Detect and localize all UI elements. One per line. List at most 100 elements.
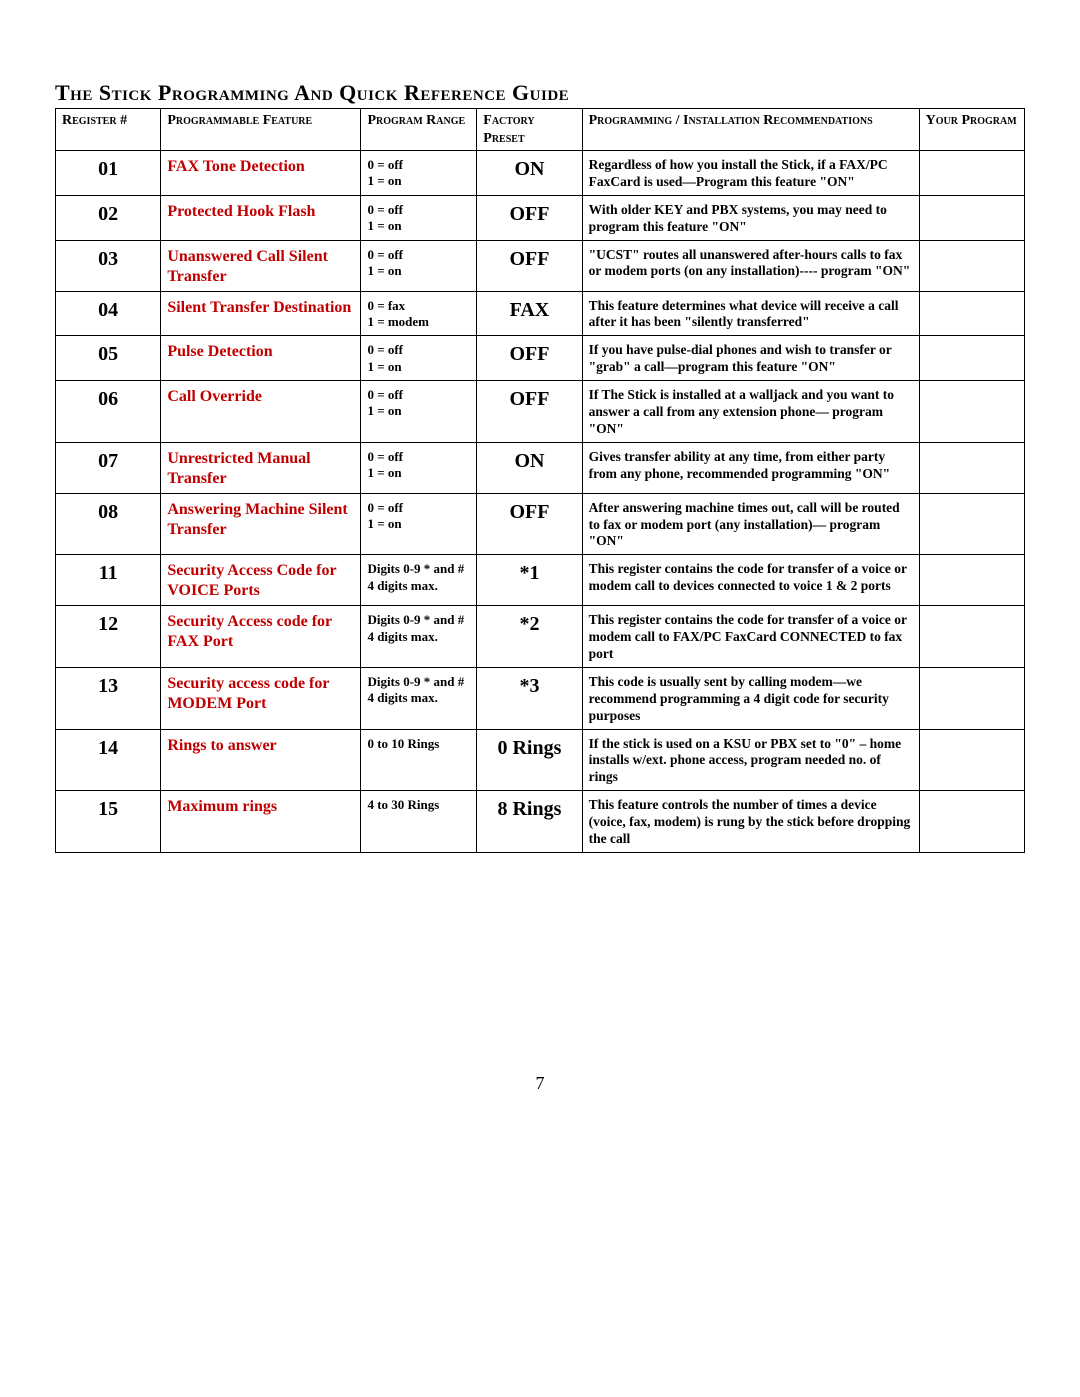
cell-register: 15 bbox=[56, 791, 161, 853]
table-row: 11Security Access Code for VOICE PortsDi… bbox=[56, 555, 1025, 606]
cell-preset: *1 bbox=[477, 555, 582, 606]
cell-preset: ON bbox=[477, 442, 582, 493]
cell-recommend: This register contains the code for tran… bbox=[582, 555, 919, 606]
cell-preset: OFF bbox=[477, 493, 582, 555]
col-range: Program Range bbox=[361, 109, 477, 151]
table-row: 07Unrestricted Manual Transfer0 = off1 =… bbox=[56, 442, 1025, 493]
cell-range: Digits 0-9 * and #4 digits max. bbox=[361, 667, 477, 729]
cell-feature: Pulse Detection bbox=[161, 336, 361, 381]
cell-feature: Unanswered Call Silent Transfer bbox=[161, 240, 361, 291]
table-row: 06Call Override0 = off1 = onOFFIf The St… bbox=[56, 381, 1025, 443]
cell-preset: OFF bbox=[477, 195, 582, 240]
cell-your-program bbox=[919, 555, 1024, 606]
cell-your-program bbox=[919, 291, 1024, 336]
cell-register: 14 bbox=[56, 729, 161, 791]
cell-register: 03 bbox=[56, 240, 161, 291]
cell-recommend: Gives transfer ability at any time, from… bbox=[582, 442, 919, 493]
cell-recommend: This code is usually sent by calling mod… bbox=[582, 667, 919, 729]
cell-preset: OFF bbox=[477, 336, 582, 381]
cell-register: 11 bbox=[56, 555, 161, 606]
table-row: 02Protected Hook Flash0 = off1 = onOFFWi… bbox=[56, 195, 1025, 240]
cell-range: Digits 0-9 * and #4 digits max. bbox=[361, 555, 477, 606]
cell-recommend: If you have pulse-dial phones and wish t… bbox=[582, 336, 919, 381]
cell-range: 0 = off1 = on bbox=[361, 442, 477, 493]
col-register: Register # bbox=[56, 109, 161, 151]
cell-preset: *3 bbox=[477, 667, 582, 729]
cell-register: 02 bbox=[56, 195, 161, 240]
cell-register: 13 bbox=[56, 667, 161, 729]
cell-range: 0 = off1 = on bbox=[361, 381, 477, 443]
cell-recommend: This register contains the code for tran… bbox=[582, 606, 919, 668]
table-row: 05Pulse Detection0 = off1 = onOFFIf you … bbox=[56, 336, 1025, 381]
cell-feature: Answering Machine Silent Transfer bbox=[161, 493, 361, 555]
cell-recommend: After answering machine times out, call … bbox=[582, 493, 919, 555]
cell-range: Digits 0-9 * and #4 digits max. bbox=[361, 606, 477, 668]
cell-recommend: Regardless of how you install the Stick,… bbox=[582, 151, 919, 196]
table-row: 01FAX Tone Detection0 = off1 = onONRegar… bbox=[56, 151, 1025, 196]
cell-feature: Unrestricted Manual Transfer bbox=[161, 442, 361, 493]
reference-table: Register # Programmable Feature Program … bbox=[55, 108, 1025, 853]
cell-preset: OFF bbox=[477, 240, 582, 291]
table-row: 14Rings to answer0 to 10 Rings0 RingsIf … bbox=[56, 729, 1025, 791]
cell-feature: Maximum rings bbox=[161, 791, 361, 853]
cell-your-program bbox=[919, 729, 1024, 791]
cell-recommend: With older KEY and PBX systems, you may … bbox=[582, 195, 919, 240]
cell-recommend: If The Stick is installed at a walljack … bbox=[582, 381, 919, 443]
page-number: 7 bbox=[55, 1073, 1025, 1094]
cell-recommend: "UCST" routes all unanswered after-hours… bbox=[582, 240, 919, 291]
cell-your-program bbox=[919, 240, 1024, 291]
cell-range: 0 = off1 = on bbox=[361, 195, 477, 240]
cell-recommend: This feature controls the number of time… bbox=[582, 791, 919, 853]
col-your: Your Program bbox=[919, 109, 1024, 151]
col-feature: Programmable Feature bbox=[161, 109, 361, 151]
cell-range: 0 to 10 Rings bbox=[361, 729, 477, 791]
cell-your-program bbox=[919, 381, 1024, 443]
cell-register: 04 bbox=[56, 291, 161, 336]
cell-preset: *2 bbox=[477, 606, 582, 668]
page-title: The Stick Programming And Quick Referenc… bbox=[55, 80, 1025, 106]
cell-register: 08 bbox=[56, 493, 161, 555]
cell-your-program bbox=[919, 667, 1024, 729]
table-row: 15Maximum rings4 to 30 Rings8 RingsThis … bbox=[56, 791, 1025, 853]
cell-range: 0 = fax1 = modem bbox=[361, 291, 477, 336]
cell-your-program bbox=[919, 151, 1024, 196]
cell-recommend: This feature determines what device will… bbox=[582, 291, 919, 336]
cell-register: 01 bbox=[56, 151, 161, 196]
cell-register: 06 bbox=[56, 381, 161, 443]
cell-range: 0 = off1 = on bbox=[361, 336, 477, 381]
cell-your-program bbox=[919, 442, 1024, 493]
col-recommend: Programming / Installation Recommendatio… bbox=[582, 109, 919, 151]
cell-feature: Silent Transfer Destination bbox=[161, 291, 361, 336]
cell-preset: ON bbox=[477, 151, 582, 196]
cell-your-program bbox=[919, 493, 1024, 555]
cell-register: 05 bbox=[56, 336, 161, 381]
cell-register: 12 bbox=[56, 606, 161, 668]
cell-feature: FAX Tone Detection bbox=[161, 151, 361, 196]
cell-range: 0 = off1 = on bbox=[361, 493, 477, 555]
cell-range: 4 to 30 Rings bbox=[361, 791, 477, 853]
cell-range: 0 = off1 = on bbox=[361, 240, 477, 291]
cell-preset: 8 Rings bbox=[477, 791, 582, 853]
cell-feature: Call Override bbox=[161, 381, 361, 443]
cell-feature: Security access code for MODEM Port bbox=[161, 667, 361, 729]
table-row: 04Silent Transfer Destination0 = fax1 = … bbox=[56, 291, 1025, 336]
table-row: 12Security Access code for FAX PortDigit… bbox=[56, 606, 1025, 668]
cell-feature: Security Access Code for VOICE Ports bbox=[161, 555, 361, 606]
cell-register: 07 bbox=[56, 442, 161, 493]
cell-your-program bbox=[919, 336, 1024, 381]
cell-range: 0 = off1 = on bbox=[361, 151, 477, 196]
cell-your-program bbox=[919, 195, 1024, 240]
table-row: 13Security access code for MODEM PortDig… bbox=[56, 667, 1025, 729]
cell-recommend: If the stick is used on a KSU or PBX set… bbox=[582, 729, 919, 791]
cell-preset: 0 Rings bbox=[477, 729, 582, 791]
table-header-row: Register # Programmable Feature Program … bbox=[56, 109, 1025, 151]
cell-your-program bbox=[919, 791, 1024, 853]
table-row: 03Unanswered Call Silent Transfer0 = off… bbox=[56, 240, 1025, 291]
cell-your-program bbox=[919, 606, 1024, 668]
col-preset: Factory Preset bbox=[477, 109, 582, 151]
table-row: 08Answering Machine Silent Transfer0 = o… bbox=[56, 493, 1025, 555]
cell-feature: Protected Hook Flash bbox=[161, 195, 361, 240]
cell-preset: OFF bbox=[477, 381, 582, 443]
cell-preset: FAX bbox=[477, 291, 582, 336]
cell-feature: Rings to answer bbox=[161, 729, 361, 791]
